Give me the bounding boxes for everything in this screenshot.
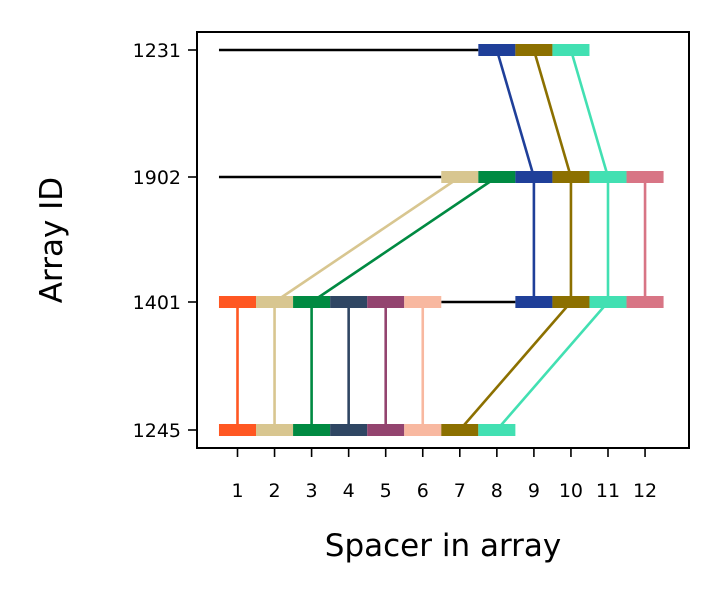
spacer-1401-9 [515, 296, 553, 308]
spacer-1902-11 [589, 171, 627, 183]
spacer-link-0 [495, 49, 536, 178]
spacer-1401-12 [626, 296, 664, 308]
y-tick-label: 1401 [133, 292, 181, 314]
spacer-1231-8 [478, 44, 516, 56]
spacer-1245-6 [404, 424, 442, 436]
links-layer [236, 49, 647, 431]
spacer-link-2 [569, 49, 610, 178]
spacer-link-4 [310, 175, 498, 304]
spacer-1902-8 [478, 171, 516, 183]
spacer-1401-6 [404, 296, 442, 308]
spacer-1401-2 [256, 296, 294, 308]
spacer-1902-7 [441, 171, 479, 183]
y-tick-label: 1902 [133, 167, 181, 189]
spacer-link-3 [273, 175, 461, 304]
x-tick-label: 12 [633, 480, 657, 502]
spacer-1245-2 [256, 424, 294, 436]
y-tick-label: 1231 [133, 40, 181, 62]
backbones-layer [218, 48, 516, 304]
x-tick-label: 11 [596, 480, 620, 502]
spacer-1401-1 [218, 296, 257, 308]
x-tick-label: 5 [380, 480, 392, 502]
x-tick-label: 2 [269, 480, 281, 502]
x-tick-label: 1 [231, 480, 243, 502]
spacer-1245-1 [218, 424, 257, 436]
spacer-link-1 [532, 49, 573, 178]
spacer-1245-7 [441, 424, 479, 436]
spacer-1245-8 [478, 424, 516, 436]
x-tick-label: 10 [559, 480, 583, 502]
x-tick-label: 7 [454, 480, 466, 502]
spacer-1245-3 [293, 424, 331, 436]
spacer-link-15 [458, 301, 572, 431]
x-tick-label: 9 [528, 480, 540, 502]
spacer-1401-5 [367, 296, 405, 308]
y-axis: 1231 1902 1401 1245 [133, 40, 196, 442]
spacer-link-16 [495, 301, 609, 431]
y-axis-label: Array ID [34, 177, 70, 303]
plot-frame [196, 31, 690, 449]
spacer-1401-4 [330, 296, 368, 308]
x-axis-label: Spacer in array [325, 528, 561, 564]
spacer-1245-4 [330, 424, 368, 436]
spacer-1902-9 [515, 171, 553, 183]
spacer-1902-12 [626, 171, 664, 183]
spacer-1401-10 [552, 296, 590, 308]
spacer-1902-10 [552, 171, 590, 183]
x-tick-label: 4 [343, 480, 355, 502]
spacer-1401-11 [589, 296, 627, 308]
x-tick-label: 8 [491, 480, 503, 502]
spacer-1231-9 [515, 44, 553, 56]
spacer-1401-3 [293, 296, 331, 308]
spacer-1245-5 [367, 424, 405, 436]
spacer-1231-10 [552, 44, 590, 56]
spacers-layer [218, 44, 664, 436]
y-tick-label: 1245 [133, 420, 181, 442]
x-tick-label: 6 [417, 480, 429, 502]
x-tick-label: 3 [306, 480, 318, 502]
x-axis: 1 2 3 4 5 6 7 8 9 10 11 12 [231, 449, 657, 502]
